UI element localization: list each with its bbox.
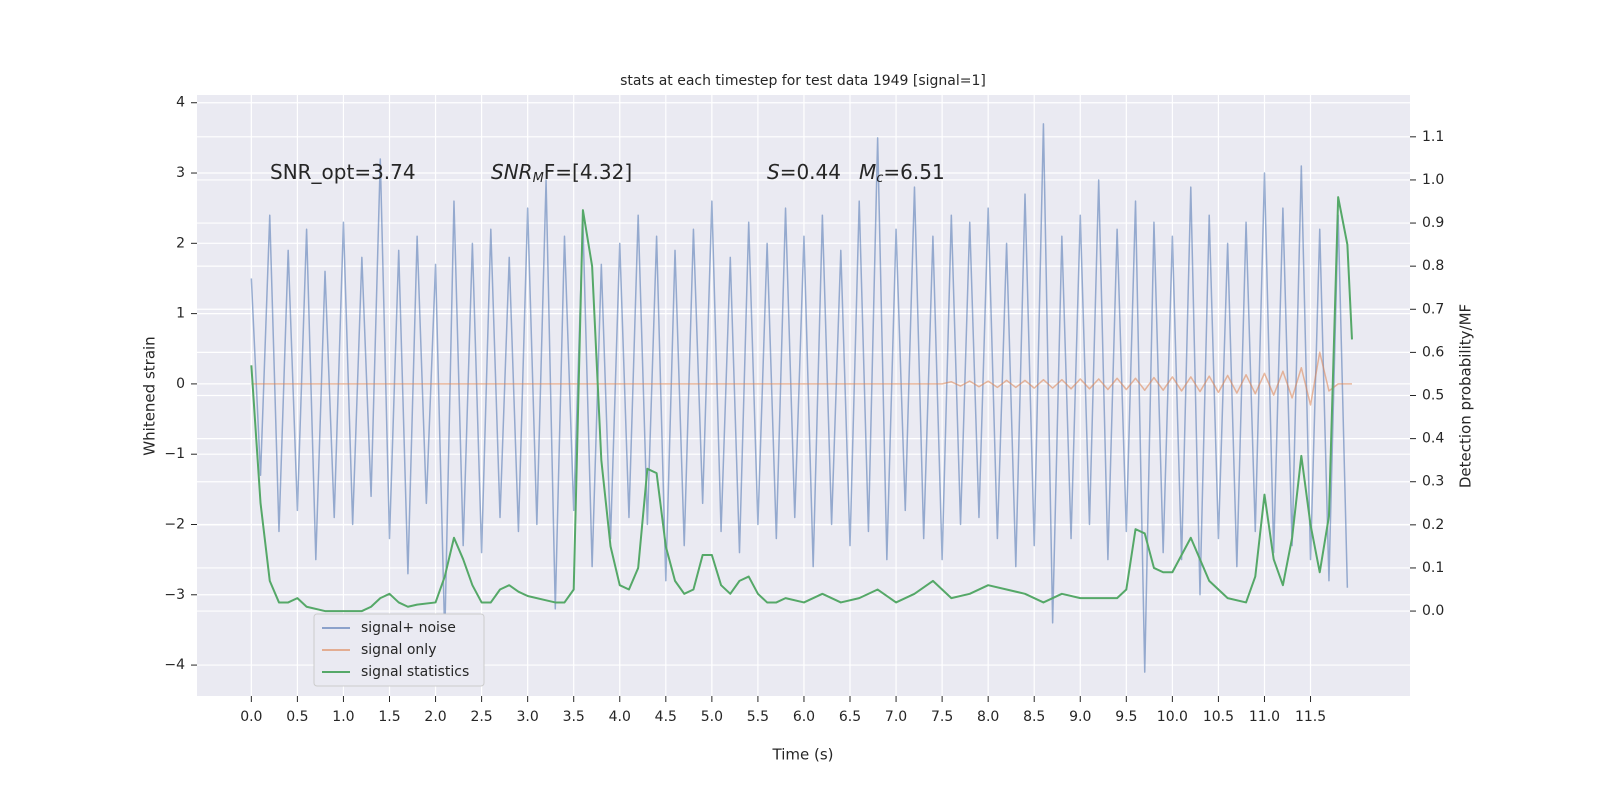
x-tick-label: 2.5 bbox=[470, 709, 492, 725]
annotation-part: S bbox=[767, 160, 780, 184]
legend-label: signal statistics bbox=[361, 664, 469, 680]
x-tick-label: 9.5 bbox=[1115, 709, 1137, 725]
y-tick-label: −1 bbox=[164, 446, 185, 462]
annotation-part: =6.51 bbox=[883, 160, 944, 184]
y-tick-label: 1 bbox=[176, 306, 185, 322]
y-tick-label: 4 bbox=[176, 95, 185, 111]
annotation-part: SNR_opt=3.74 bbox=[270, 160, 416, 184]
y-axis-label: Whitened strain bbox=[141, 336, 159, 455]
y2-tick-label: 0.5 bbox=[1422, 388, 1444, 404]
annotation: S=0.44 bbox=[767, 160, 841, 184]
x-axis-label: Time (s) bbox=[772, 746, 834, 764]
x-tick-label: 3.5 bbox=[563, 709, 585, 725]
annotation-part: =0.44 bbox=[780, 160, 841, 184]
x-tick-label: 1.0 bbox=[332, 709, 354, 725]
x-tick-label: 3.0 bbox=[517, 709, 539, 725]
y2-tick-label: 0.2 bbox=[1422, 517, 1444, 533]
x-tick-label: 7.0 bbox=[885, 709, 907, 725]
x-tick-label: 11.0 bbox=[1249, 709, 1280, 725]
annotation: Mc=6.51 bbox=[859, 160, 945, 186]
x-tick-label: 10.5 bbox=[1203, 709, 1234, 725]
x-tick-label: 0.0 bbox=[240, 709, 262, 725]
x-tick-label: 8.5 bbox=[1023, 709, 1045, 725]
chart-title: stats at each timestep for test data 194… bbox=[620, 73, 986, 89]
y-tick-label: 3 bbox=[176, 165, 185, 181]
annotation: SNR_opt=3.74 bbox=[270, 160, 416, 184]
x-tick-label: 8.0 bbox=[977, 709, 999, 725]
legend-label: signal+ noise bbox=[361, 620, 456, 636]
x-tick-label: 1.5 bbox=[378, 709, 400, 725]
y2-tick-label: 0.9 bbox=[1422, 215, 1444, 231]
x-tick-label: 0.5 bbox=[286, 709, 308, 725]
x-tick-label: 2.0 bbox=[424, 709, 446, 725]
legend-box bbox=[313, 613, 485, 687]
x-tick-label: 7.5 bbox=[931, 709, 953, 725]
annotation-part: SNR bbox=[491, 160, 533, 184]
y-tick-label: −4 bbox=[164, 657, 185, 673]
y2-tick-label: 0.7 bbox=[1422, 301, 1444, 317]
y-tick-label: 0 bbox=[176, 376, 185, 392]
y2-tick-label: 0.3 bbox=[1422, 474, 1444, 490]
x-tick-label: 10.0 bbox=[1157, 709, 1188, 725]
x-tick-label: 6.0 bbox=[793, 709, 815, 725]
annotation-part: M bbox=[859, 160, 876, 184]
y2-tick-label: 0.8 bbox=[1422, 258, 1444, 274]
series-line bbox=[250, 123, 1349, 673]
x-tick-label: 5.0 bbox=[701, 709, 723, 725]
y2-axis-label: Detection probability/MF bbox=[1457, 304, 1475, 488]
series-line bbox=[250, 196, 1353, 613]
annotation: SNRMF=[4.32] bbox=[491, 160, 632, 186]
y2-tick-label: 0.0 bbox=[1422, 603, 1444, 619]
y2-tick-label: 0.4 bbox=[1422, 431, 1444, 447]
y2-tick-label: 1.0 bbox=[1422, 172, 1444, 188]
x-tick-label: 5.5 bbox=[747, 709, 769, 725]
x-tick-label: 4.0 bbox=[609, 709, 631, 725]
y-tick-label: 2 bbox=[176, 235, 185, 251]
x-tick-label: 4.5 bbox=[655, 709, 677, 725]
annotation-part: c bbox=[876, 171, 883, 186]
x-tick-label: 9.0 bbox=[1069, 709, 1091, 725]
x-tick-label: 6.5 bbox=[839, 709, 861, 725]
series-line bbox=[251, 351, 1352, 406]
y2-tick-label: 0.6 bbox=[1422, 344, 1444, 360]
legend-label: signal only bbox=[361, 642, 436, 658]
x-tick-label: 11.5 bbox=[1295, 709, 1326, 725]
y-tick-label: −3 bbox=[164, 587, 185, 603]
y2-tick-label: 0.1 bbox=[1422, 560, 1444, 576]
annotation-part: F=[4.32] bbox=[544, 160, 632, 184]
annotation-part: M bbox=[533, 171, 544, 186]
y2-tick-label: 1.1 bbox=[1422, 129, 1444, 145]
y-tick-label: −2 bbox=[164, 516, 185, 532]
